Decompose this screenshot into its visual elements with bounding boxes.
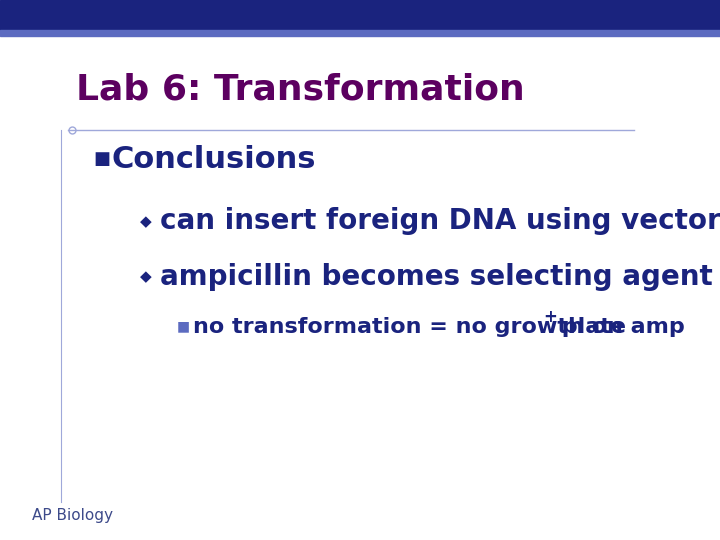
Text: ampicillin becomes selecting agent: ampicillin becomes selecting agent [160,263,713,291]
Text: plate: plate [554,316,626,337]
Text: can insert foreign DNA using vector: can insert foreign DNA using vector [160,207,720,235]
Text: ◆: ◆ [140,214,152,229]
Text: no transformation = no growth on amp: no transformation = no growth on amp [193,316,685,337]
Text: ■: ■ [176,320,189,334]
Text: Conclusions: Conclusions [112,145,316,174]
Bar [0,0,720,30]
Bar [0,30,720,36]
Text: +: + [544,308,557,326]
Text: ◆: ◆ [140,269,152,285]
Text: Lab 6: Transformation: Lab 6: Transformation [76,72,524,106]
Text: AP Biology: AP Biology [32,508,114,523]
Text: ■: ■ [94,150,111,168]
